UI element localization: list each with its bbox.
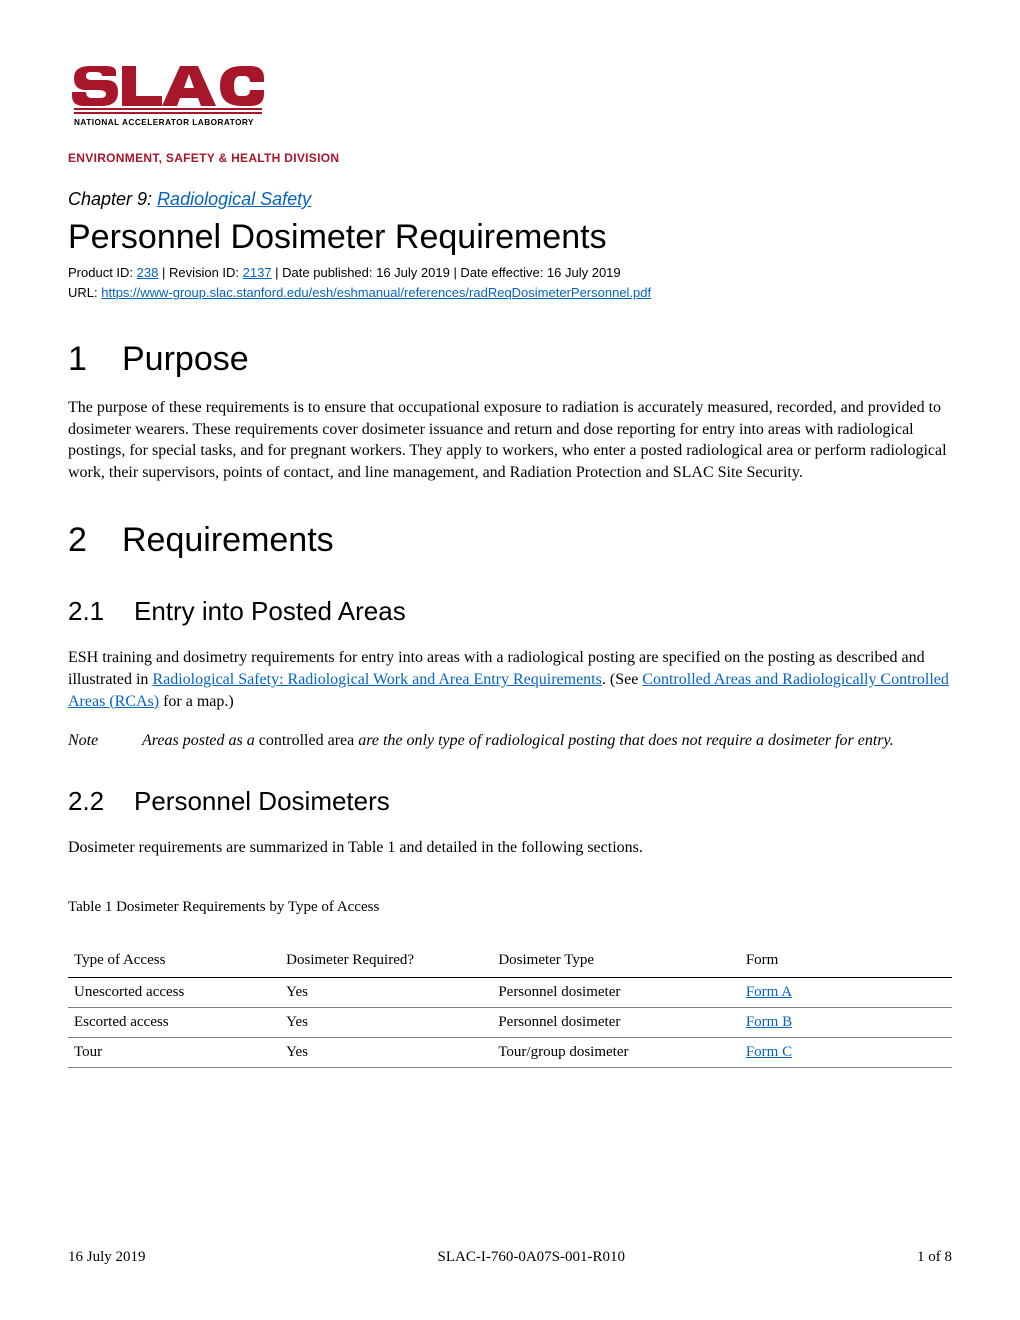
metadata-line-1: Product ID: 238 | Revision ID: 2137 | Da… [68, 263, 952, 283]
form-link[interactable]: Form C [746, 1044, 792, 1060]
svg-text:NATIONAL ACCELERATOR LABORATOR: NATIONAL ACCELERATOR LABORATORY [74, 118, 254, 127]
slac-logo-svg: NATIONAL ACCELERATOR LABORATORY [68, 58, 264, 128]
note-pre: Areas posted as a [142, 732, 259, 749]
subsection-num: 2.1 [68, 596, 134, 627]
td-form: Form C [740, 1037, 952, 1067]
slac-logo: NATIONAL ACCELERATOR LABORATORY [68, 58, 952, 133]
entry-link-1[interactable]: Radiological Safety: Radiological Work a… [152, 671, 601, 688]
purpose-body: The purpose of these requirements is to … [68, 397, 952, 483]
subsection-num: 2.2 [68, 786, 134, 817]
url-prefix: URL: [68, 285, 101, 300]
td-form: Form A [740, 977, 952, 1007]
entry-body-post: for a map.) [159, 693, 234, 710]
td-type: Escorted access [68, 1007, 280, 1037]
entry-body: ESH training and dosimetry requirements … [68, 647, 952, 712]
th-required: Dosimeter Required? [280, 944, 492, 978]
revision-id-link[interactable]: 2137 [243, 265, 272, 280]
note-block: Note Areas posted as a controlled area a… [68, 732, 952, 750]
rev-prefix: | Revision ID: [158, 265, 242, 280]
footer-page: 1 of 8 [917, 1249, 952, 1266]
td-required: Yes [280, 977, 492, 1007]
footer-docid: SLAC-I-760-0A07S-001-R010 [438, 1249, 626, 1266]
section-num: 1 [68, 340, 122, 379]
form-link[interactable]: Form A [746, 984, 792, 1000]
division-header: ENVIRONMENT, SAFETY & HEALTH DIVISION [68, 151, 952, 165]
form-link[interactable]: Form B [746, 1014, 792, 1030]
footer-date: 16 July 2019 [68, 1249, 146, 1266]
note-label: Note [68, 732, 142, 750]
note-post: are the only type of radiological postin… [354, 732, 894, 749]
td-required: Yes [280, 1007, 492, 1037]
td-type: Unescorted access [68, 977, 280, 1007]
section-num: 2 [68, 521, 122, 560]
personnel-body: Dosimeter requirements are summarized in… [68, 837, 952, 859]
section-requirements-heading: 2Requirements [68, 521, 952, 560]
chapter-link[interactable]: Radiological Safety [157, 189, 311, 209]
url-link[interactable]: https://www-group.slac.stanford.edu/esh/… [101, 285, 651, 300]
product-prefix: Product ID: [68, 265, 137, 280]
table-row: Unescorted access Yes Personnel dosimete… [68, 977, 952, 1007]
page-footer: 16 July 2019 SLAC-I-760-0A07S-001-R010 1… [68, 1249, 952, 1266]
subsection-personnel-heading: 2.2Personnel Dosimeters [68, 786, 952, 817]
td-required: Yes [280, 1037, 492, 1067]
table-header-row: Type of Access Dosimeter Required? Dosim… [68, 944, 952, 978]
section-title: Purpose [122, 340, 249, 378]
td-type: Tour [68, 1037, 280, 1067]
document-title: Personnel Dosimeter Requirements [68, 218, 952, 257]
td-dosimeter: Personnel dosimeter [492, 1007, 740, 1037]
table-row: Tour Yes Tour/group dosimeter Form C [68, 1037, 952, 1067]
td-form: Form B [740, 1007, 952, 1037]
th-type: Type of Access [68, 944, 280, 978]
note-content: Areas posted as a controlled area are th… [142, 732, 952, 750]
chapter-prefix: Chapter 9: [68, 189, 157, 209]
td-dosimeter: Personnel dosimeter [492, 977, 740, 1007]
th-form: Form [740, 944, 952, 978]
date-info: | Date published: 16 July 2019 | Date ef… [272, 265, 621, 280]
section-title: Requirements [122, 521, 334, 559]
subsection-title: Personnel Dosimeters [134, 786, 390, 816]
metadata-line-2: URL: https://www-group.slac.stanford.edu… [68, 283, 952, 303]
entry-body-mid: . (See [602, 671, 642, 688]
table-caption: Table 1 Dosimeter Requirements by Type o… [68, 899, 952, 916]
th-dosimeter-type: Dosimeter Type [492, 944, 740, 978]
note-normal: controlled area [259, 732, 355, 749]
dosimeter-table: Type of Access Dosimeter Required? Dosim… [68, 944, 952, 1068]
section-purpose-heading: 1Purpose [68, 340, 952, 379]
td-dosimeter: Tour/group dosimeter [492, 1037, 740, 1067]
table-row: Escorted access Yes Personnel dosimeter … [68, 1007, 952, 1037]
subsection-title: Entry into Posted Areas [134, 596, 406, 626]
product-id-link[interactable]: 238 [137, 265, 159, 280]
subsection-entry-heading: 2.1Entry into Posted Areas [68, 596, 952, 627]
chapter-label: Chapter 9: Radiological Safety [68, 189, 952, 210]
